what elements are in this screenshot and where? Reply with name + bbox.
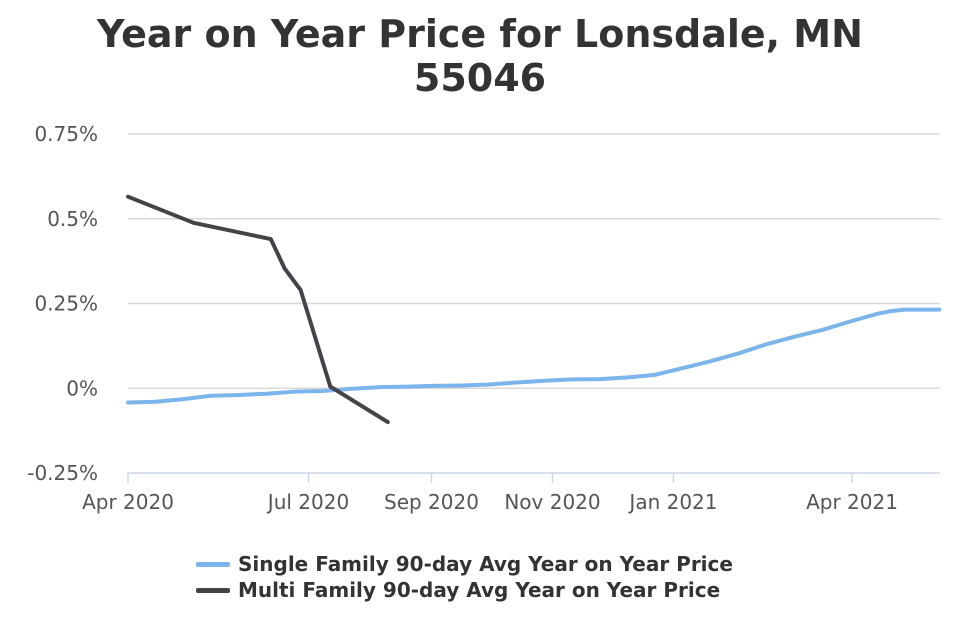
axis-layer: 0.75% 0.5% 0.25% 0% -0.25% Apr 2020 Jul 2020 Se… — [27, 122, 898, 514]
legend[interactable]: Single Family 90-day Avg Year on Year Pr… — [196, 551, 733, 603]
y-tick-label: -0.25% — [27, 461, 98, 485]
legend-swatch-multi-family — [196, 587, 230, 593]
x-tick-label: Nov 2020 — [504, 490, 600, 514]
y-tick-label: 0.25% — [34, 292, 98, 316]
series-layer — [126, 194, 942, 425]
grid-layer — [128, 133, 940, 474]
series-line-single-family[interactable] — [126, 307, 942, 405]
y-tick-label: 0.75% — [34, 122, 98, 146]
y-tick-label: 0.5% — [47, 207, 98, 231]
legend-item-single-family[interactable]: Single Family 90-day Avg Year on Year Pr… — [196, 551, 733, 577]
legend-item-multi-family[interactable]: Multi Family 90-day Avg Year on Year Pri… — [196, 577, 733, 603]
x-tick-label: Apr 2021 — [806, 490, 898, 514]
legend-label-single-family: Single Family 90-day Avg Year on Year Pr… — [238, 552, 733, 576]
legend-label-multi-family: Multi Family 90-day Avg Year on Year Pri… — [238, 578, 721, 602]
series-line-multi-family[interactable] — [126, 194, 390, 425]
legend-swatch-single-family — [196, 561, 230, 567]
chart-title: Year on Year Price for Lonsdale, MN 5504… — [0, 12, 960, 100]
y-tick-label: 0% — [66, 376, 98, 400]
x-tick-label: Sep 2020 — [384, 490, 479, 514]
x-tick-label: Apr 2020 — [82, 490, 174, 514]
chart-title-line-2: 55046 — [413, 56, 547, 100]
chart-title-line-1: Year on Year Price for Lonsdale, MN — [97, 12, 863, 56]
x-tick-label: Jan 2021 — [627, 490, 717, 514]
x-tick-label: Jul 2020 — [266, 490, 349, 514]
